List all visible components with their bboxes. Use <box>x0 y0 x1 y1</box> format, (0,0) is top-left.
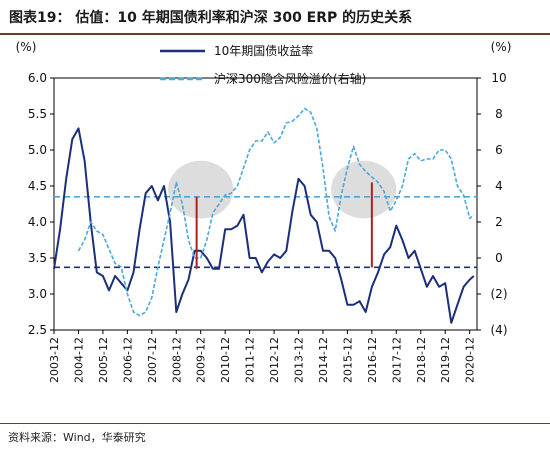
x-axis-tick-label: 2006-12 <box>121 337 134 383</box>
x-axis-tick-label: 2017-12 <box>390 337 403 383</box>
source-note: 资料来源：Wind，华泰研究 <box>8 431 146 444</box>
left-axis-tick-label: 4.0 <box>28 215 47 229</box>
x-axis-tick-label: 2014-12 <box>317 337 330 383</box>
series-line-bond-yield <box>53 127 475 324</box>
right-axis-tick-label: 4 <box>495 179 503 193</box>
x-axis-tick-label: 2020-12 <box>464 337 477 383</box>
left-axis-tick-label: 2.5 <box>28 323 47 337</box>
left-axis-tick-label: 6.0 <box>28 71 47 85</box>
left-axis-tick-label: 4.5 <box>28 179 47 193</box>
chart-area: 2.5 3.0 3.5 4.0 4.5 5.0 5.5 6.0 (%) (4) (2) 0 2 4 6 8 10… <box>16 40 512 383</box>
right-axis-tick-label: 0 <box>495 251 503 265</box>
x-axis-tick-label: 2004-12 <box>72 337 85 383</box>
x-axis-tick-label: 2019-12 <box>439 337 452 383</box>
right-axis-tick-label: 10 <box>491 71 506 85</box>
left-axis-tick-label: 3.5 <box>28 251 47 265</box>
right-axis-tick-label: 6 <box>495 143 503 157</box>
x-axis-tick-label: 2008-12 <box>170 337 183 383</box>
left-axis-tick-label: 5.5 <box>28 107 47 121</box>
x-axis-tick-label: 2015-12 <box>341 337 354 383</box>
right-axis-unit: (%) <box>491 40 512 54</box>
x-axis-tick-label: 2005-12 <box>97 337 110 383</box>
footer-divider <box>0 423 550 424</box>
series-line-erp <box>77 107 475 317</box>
left-axis-unit: (%) <box>16 40 37 54</box>
plot-frame <box>53 77 478 331</box>
x-axis-tick-label: 2018-12 <box>415 337 428 383</box>
x-axis-tick-label: 2013-12 <box>293 337 306 383</box>
highlight-ellipse-1 <box>168 160 234 219</box>
right-axis-tick-label: 2 <box>495 215 503 229</box>
chart-title: 图表19： 估值：10 年期国债利率和沪深 300 ERP 的历史关系 <box>9 10 413 26</box>
x-axis-tick-label: 2003-12 <box>48 337 61 383</box>
right-axis-tick-label: (2) <box>491 287 508 301</box>
legend-label-bond-yield: 10年期国债收益率 <box>214 43 313 58</box>
x-axis-tick-label: 2010-12 <box>219 337 232 383</box>
x-axis-tick-label: 2011-12 <box>244 337 257 383</box>
x-axis-tick-label: 2016-12 <box>366 337 379 383</box>
x-axis-tick-label: 2012-12 <box>268 337 281 383</box>
left-axis-tick-label: 5.0 <box>28 143 47 157</box>
x-axis-tick-label: 2007-12 <box>146 337 159 383</box>
right-axis-tick-label: 8 <box>495 107 503 121</box>
chart-title-bar: 图表19： 估值：10 年期国债利率和沪深 300 ERP 的历史关系 <box>0 0 550 36</box>
right-axis-tick-label: (4) <box>491 323 508 337</box>
legend-label-erp: 沪深300隐含风险溢价(右轴) <box>214 71 366 86</box>
left-axis-tick-label: 3.0 <box>28 287 47 301</box>
title-divider <box>0 33 550 35</box>
x-axis-tick-label: 2009-12 <box>195 337 208 383</box>
highlight-ellipse-2 <box>331 160 397 219</box>
